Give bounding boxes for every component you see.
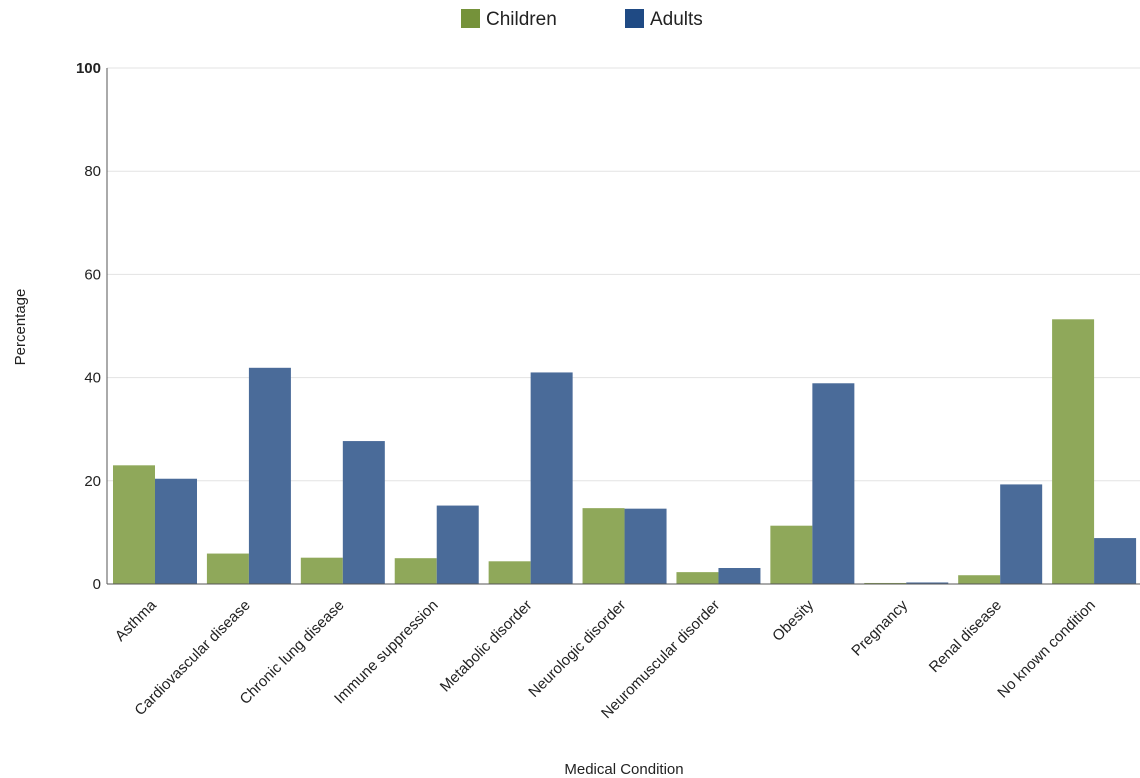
bar-adults[interactable] — [718, 568, 761, 584]
y-tick-label: 60 — [84, 266, 101, 283]
x-tick-label: Chronic lung disease — [237, 597, 348, 708]
x-tick-label: Metabolic disorder — [437, 597, 536, 696]
bar-children[interactable] — [1052, 319, 1095, 584]
bar-children[interactable] — [113, 465, 155, 584]
bar-adults[interactable] — [248, 367, 291, 584]
x-tick-label: Immune suppression — [331, 597, 441, 707]
x-tick-label: Pregnancy — [848, 596, 911, 659]
bars — [113, 319, 1137, 584]
x-tick-label: No known condition — [994, 597, 1099, 702]
bar-children[interactable] — [864, 582, 907, 584]
y-tick-label: 40 — [84, 370, 101, 387]
bar-children[interactable] — [958, 575, 1001, 584]
bar-children[interactable] — [676, 572, 719, 584]
legend: Children Adults — [461, 9, 703, 30]
y-tick-label: 0 — [93, 576, 101, 593]
x-tick-label: Asthma — [112, 596, 160, 644]
bar-adults[interactable] — [624, 508, 667, 584]
bar-adults[interactable] — [812, 383, 855, 584]
bar-children[interactable] — [488, 561, 531, 584]
bar-children[interactable] — [770, 525, 813, 584]
bar-children[interactable] — [582, 508, 625, 584]
legend-item-children[interactable]: Children — [461, 9, 557, 30]
legend-label-children: Children — [486, 9, 557, 30]
bar-adults[interactable] — [155, 478, 197, 584]
bar-adults[interactable] — [1000, 484, 1043, 584]
y-tick-label: 80 — [84, 163, 101, 180]
x-tick-label: Neurologic disorder — [525, 597, 629, 701]
legend-swatch-adults — [625, 9, 644, 28]
bar-children[interactable] — [394, 558, 437, 584]
legend-label-adults: Adults — [650, 9, 703, 30]
bar-adults[interactable] — [436, 505, 479, 584]
y-tick-label: 100 — [76, 60, 101, 77]
y-tick-label: 20 — [84, 473, 101, 490]
bar-children[interactable] — [206, 553, 249, 584]
bar-adults[interactable] — [1094, 538, 1137, 584]
bar-children[interactable] — [300, 557, 343, 584]
legend-swatch-children — [461, 9, 480, 28]
y-axis-title: Percentage — [12, 289, 29, 366]
x-tick-label: Obesity — [769, 596, 817, 644]
x-axis-title: Medical Condition — [564, 761, 683, 778]
x-tick-label: Renal disease — [926, 597, 1005, 676]
bar-adults[interactable] — [530, 372, 573, 584]
y-axis-ticks: 0 20 40 60 80 100 — [76, 60, 101, 593]
bar-adults[interactable] — [342, 441, 385, 584]
bar-adults[interactable] — [906, 582, 949, 584]
legend-item-adults[interactable]: Adults — [625, 9, 703, 30]
